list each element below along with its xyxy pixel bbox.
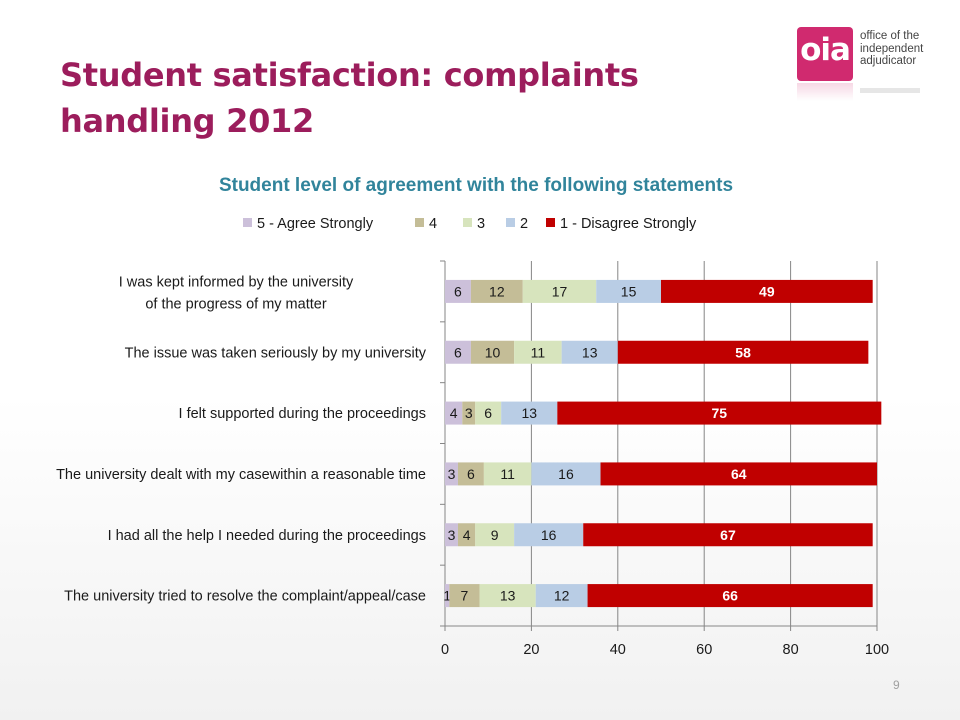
data-label-6-series-4: 12 xyxy=(554,588,570,604)
category-label-5: I had all the help I needed during the p… xyxy=(108,528,426,544)
data-label-4-series-2: 6 xyxy=(467,466,475,482)
data-label-3-series-2: 3 xyxy=(465,405,473,421)
bar-2-series-5 xyxy=(617,340,869,364)
data-label-1-series-1: 6 xyxy=(454,283,462,299)
bar-6-series-5 xyxy=(587,584,873,608)
category-label-1: I was kept informed by the university of … xyxy=(119,274,354,312)
legend-swatch-1 xyxy=(243,218,252,227)
data-label-6-series-2: 7 xyxy=(461,588,469,604)
x-tick-label-40: 40 xyxy=(610,642,626,658)
bar-6-series-4 xyxy=(535,584,588,608)
bar-2-series-2 xyxy=(470,340,515,364)
x-tick-label-100: 100 xyxy=(865,642,889,658)
legend-swatch-3 xyxy=(463,218,472,227)
data-label-3-series-1: 4 xyxy=(450,405,458,421)
bar-2-series-1 xyxy=(445,340,471,364)
bar-1-series-2 xyxy=(470,279,523,303)
data-label-5-series-2: 4 xyxy=(463,527,471,543)
data-label-4-series-3: 11 xyxy=(500,466,515,482)
page-number: 9 xyxy=(893,678,900,692)
legend-swatch-4 xyxy=(506,218,515,227)
x-tick-label-20: 20 xyxy=(523,642,539,658)
logo-text-line-1: office of the xyxy=(860,30,920,42)
x-tick-label-80: 80 xyxy=(783,642,799,658)
bar-2-series-3 xyxy=(514,340,562,364)
bar-4-series-5 xyxy=(600,462,877,486)
data-label-1-series-4: 15 xyxy=(621,283,637,299)
data-label-2-series-1: 6 xyxy=(454,344,462,360)
data-label-3-series-3: 6 xyxy=(484,405,492,421)
logo-text: office of the independent adjudicator xyxy=(860,30,940,68)
data-label-3-series-4: 13 xyxy=(521,405,537,421)
logo-text-line-3: adjudicator xyxy=(860,55,917,67)
data-label-2-series-2: 10 xyxy=(485,344,501,360)
bar-4-series-1 xyxy=(445,462,458,486)
bar-5-series-4 xyxy=(514,523,584,547)
bar-6-series-2 xyxy=(449,584,480,608)
category-label-3: I felt supported during the proceedings xyxy=(179,406,426,422)
bar-5-series-2 xyxy=(457,523,476,547)
legend-label-4: 2 xyxy=(520,216,528,232)
data-label-4-series-5: 64 xyxy=(731,466,747,482)
logo-mark: oia xyxy=(800,32,851,68)
legend-swatch-5 xyxy=(546,218,555,227)
bar-4-series-3 xyxy=(483,462,532,486)
data-label-2-series-5: 58 xyxy=(735,344,751,360)
data-label-1-series-2: 12 xyxy=(489,283,505,299)
bar-6-series-1 xyxy=(445,584,450,608)
data-label-6-series-5: 66 xyxy=(722,588,738,604)
data-label-4-series-4: 16 xyxy=(558,466,574,482)
data-label-4-series-1: 3 xyxy=(448,466,456,482)
bar-5-series-5 xyxy=(583,523,873,547)
bar-1-series-3 xyxy=(522,279,597,303)
category-label-2: The issue was taken seriously by my univ… xyxy=(125,345,427,361)
logo-reflection xyxy=(797,83,937,101)
data-label-2-series-3: 11 xyxy=(531,344,546,360)
bar-2-series-4 xyxy=(561,340,618,364)
legend-label-3: 3 xyxy=(477,216,485,232)
legend-label-1: 5 - Agree Strongly xyxy=(257,216,374,232)
category-label-4: The university dealt with my casewithin … xyxy=(56,467,426,483)
bar-6-series-3 xyxy=(479,584,536,608)
data-label-2-series-4: 13 xyxy=(582,344,598,360)
data-label-6-series-1: 1 xyxy=(443,588,451,604)
logo-reflection-text xyxy=(860,88,920,93)
bar-3-series-3 xyxy=(475,401,502,425)
data-label-3-series-5: 75 xyxy=(712,405,728,421)
slide-title: Student satisfaction: complaints handlin… xyxy=(60,56,639,140)
legend-label-2: 4 xyxy=(429,216,437,232)
bar-5-series-1 xyxy=(445,523,458,547)
data-label-1-series-3: 17 xyxy=(552,283,568,299)
bar-1-series-1 xyxy=(445,279,471,303)
data-label-6-series-3: 13 xyxy=(500,588,516,604)
bar-4-series-2 xyxy=(457,462,484,486)
data-label-5-series-3: 9 xyxy=(491,527,499,543)
x-tick-label-0: 0 xyxy=(441,642,449,658)
bar-1-series-5 xyxy=(661,279,873,303)
bar-1-series-4 xyxy=(596,279,661,303)
logo-text-line-2: independent xyxy=(860,42,924,55)
bar-3-series-1 xyxy=(445,401,463,425)
data-label-5-series-4: 16 xyxy=(541,527,557,543)
x-tick-label-60: 60 xyxy=(696,642,712,658)
bar-4-series-4 xyxy=(531,462,601,486)
stacked-bar-chart: Student level of agreement with the foll… xyxy=(56,175,889,658)
bar-3-series-4 xyxy=(501,401,558,425)
legend-label-5: 1 - Disagree Strongly xyxy=(560,216,697,232)
oia-logo: oia office of the independent adjudicato… xyxy=(797,27,937,102)
data-label-5-series-1: 3 xyxy=(448,527,456,543)
logo-reflection-box xyxy=(797,83,853,101)
bar-3-series-5 xyxy=(557,401,882,425)
legend-swatch-2 xyxy=(415,218,424,227)
data-label-5-series-5: 67 xyxy=(720,527,736,543)
logo-box: oia xyxy=(797,27,853,81)
bar-5-series-3 xyxy=(475,523,515,547)
data-label-1-series-5: 49 xyxy=(759,283,775,299)
category-label-6: The university tried to resolve the comp… xyxy=(64,589,426,605)
chart-title: Student level of agreement with the foll… xyxy=(219,175,733,196)
bar-3-series-2 xyxy=(462,401,476,425)
